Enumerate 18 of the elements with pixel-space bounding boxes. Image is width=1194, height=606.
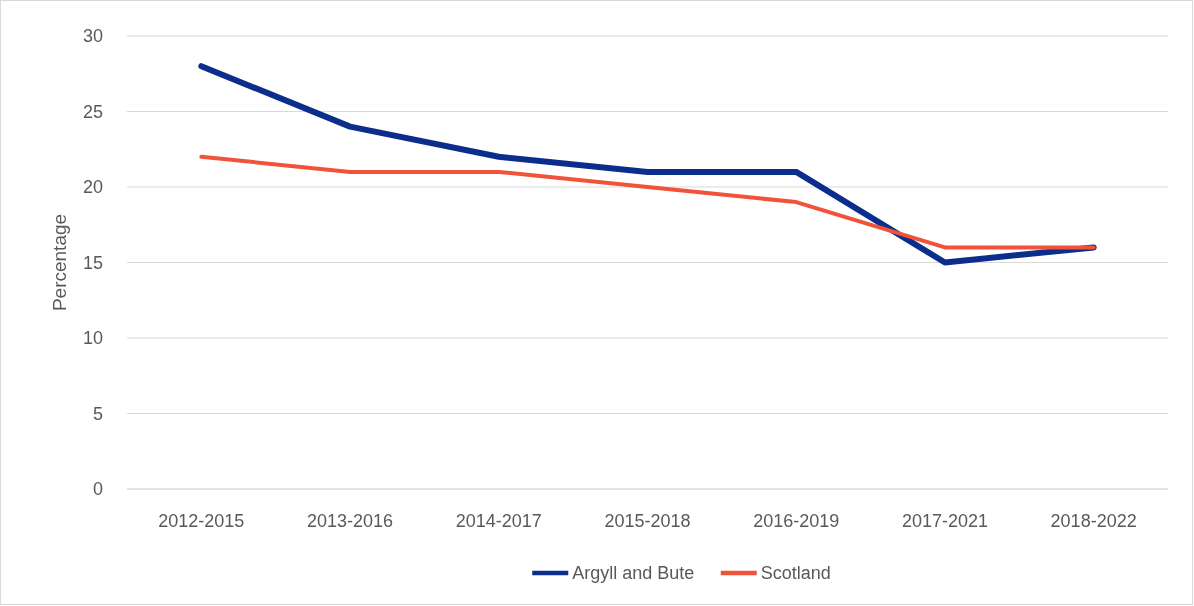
x-tick-label: 2013-2016	[307, 511, 394, 531]
legend-label: Scotland	[760, 563, 831, 584]
y-tick-label: 10	[82, 328, 103, 349]
y-tick-label: 20	[82, 177, 103, 198]
x-tick-label: 2015-2018	[604, 511, 691, 531]
y-tick-label: 0	[92, 479, 103, 500]
x-tick-label: 2018-2022	[1050, 511, 1137, 531]
x-tick-label: 2014-2017	[455, 511, 542, 531]
x-tick-label: 2016-2019	[753, 511, 840, 531]
y-tick-label: 5	[92, 403, 103, 424]
x-tick-label: 2017-2021	[901, 511, 988, 531]
line-series	[199, 154, 1096, 250]
y-tick-label: 30	[82, 26, 103, 47]
y-axis-title: Percentage	[49, 213, 70, 312]
y-tick-label: 15	[82, 252, 103, 273]
y-tick-label: 25	[82, 101, 103, 122]
x-tick-label: 2012-2015	[158, 511, 245, 531]
legend-label: Argyll and Bute	[572, 563, 695, 584]
